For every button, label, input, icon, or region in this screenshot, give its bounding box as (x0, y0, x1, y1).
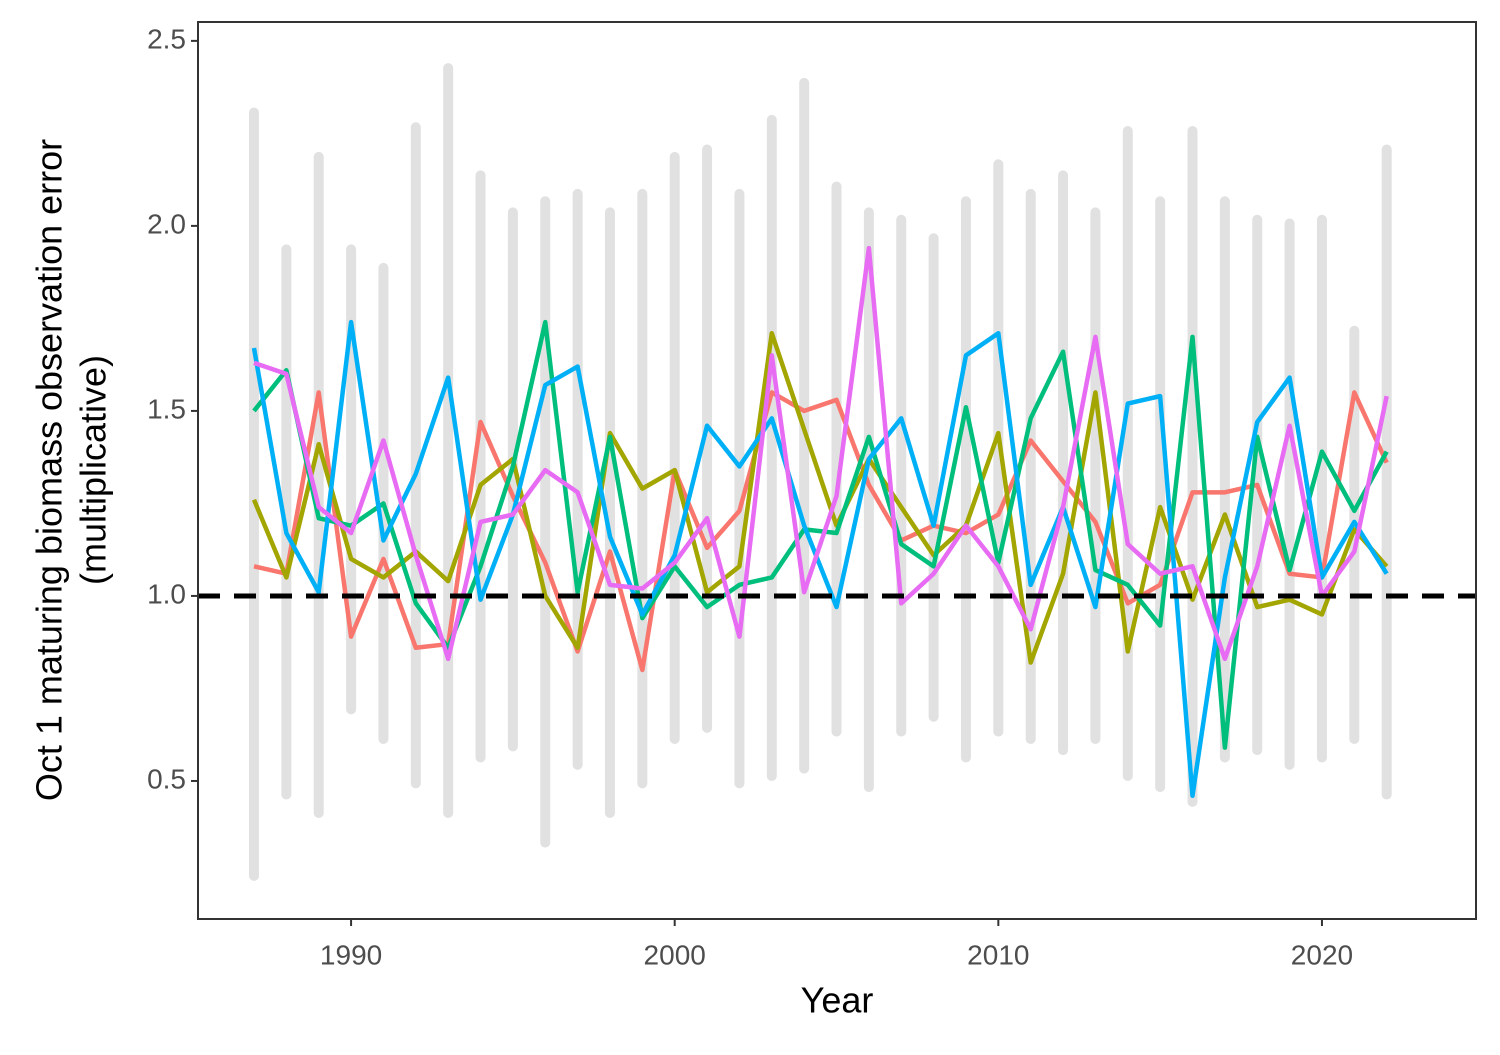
background-spread (572, 188, 583, 770)
background-spread (475, 170, 486, 763)
y-tick-label: 1.0 (147, 578, 186, 609)
x-tick-label: 2000 (644, 939, 706, 970)
background-spread (410, 122, 421, 789)
background-spread (863, 207, 874, 793)
background-spread (960, 196, 971, 763)
background-spread (928, 233, 939, 722)
x-tick-label: 1990 (320, 939, 382, 970)
background-spread (346, 244, 357, 715)
background-spread (1219, 196, 1230, 763)
y-axis-title: Oct 1 maturing biomass observation error (29, 139, 70, 801)
background-spread (540, 196, 551, 848)
x-axis-title: Year (801, 980, 874, 1021)
series-line (253, 245, 1389, 662)
y-tick-label: 1.5 (147, 393, 186, 424)
background-spread (313, 151, 324, 818)
background-spread (443, 63, 454, 818)
background-spread (734, 188, 745, 789)
background-spread (1381, 144, 1392, 800)
background-spread (1090, 207, 1101, 744)
background-spread (896, 214, 907, 737)
background-spread (1187, 125, 1198, 807)
x-tick-label: 2010 (967, 939, 1029, 970)
background-spread (1122, 125, 1133, 781)
background-spread (669, 151, 680, 744)
background-spread (507, 207, 518, 752)
background-spread (1284, 218, 1295, 770)
y-tick-label: 2.5 (147, 23, 186, 54)
background-spread (604, 207, 615, 818)
y-axis-title: (multiplicative) (73, 355, 114, 585)
background-spread (1155, 196, 1166, 793)
series-line (251, 319, 1389, 799)
y-tick-label: 2.0 (147, 208, 186, 239)
background-spread (766, 114, 777, 781)
y-tick-label: 0.5 (147, 763, 186, 794)
panel-border (197, 21, 1477, 920)
background-spread (1025, 188, 1036, 744)
background-spread (248, 107, 259, 881)
background-spread (1316, 214, 1327, 763)
background-spread (1058, 170, 1069, 756)
x-tick-label: 2020 (1291, 939, 1353, 970)
